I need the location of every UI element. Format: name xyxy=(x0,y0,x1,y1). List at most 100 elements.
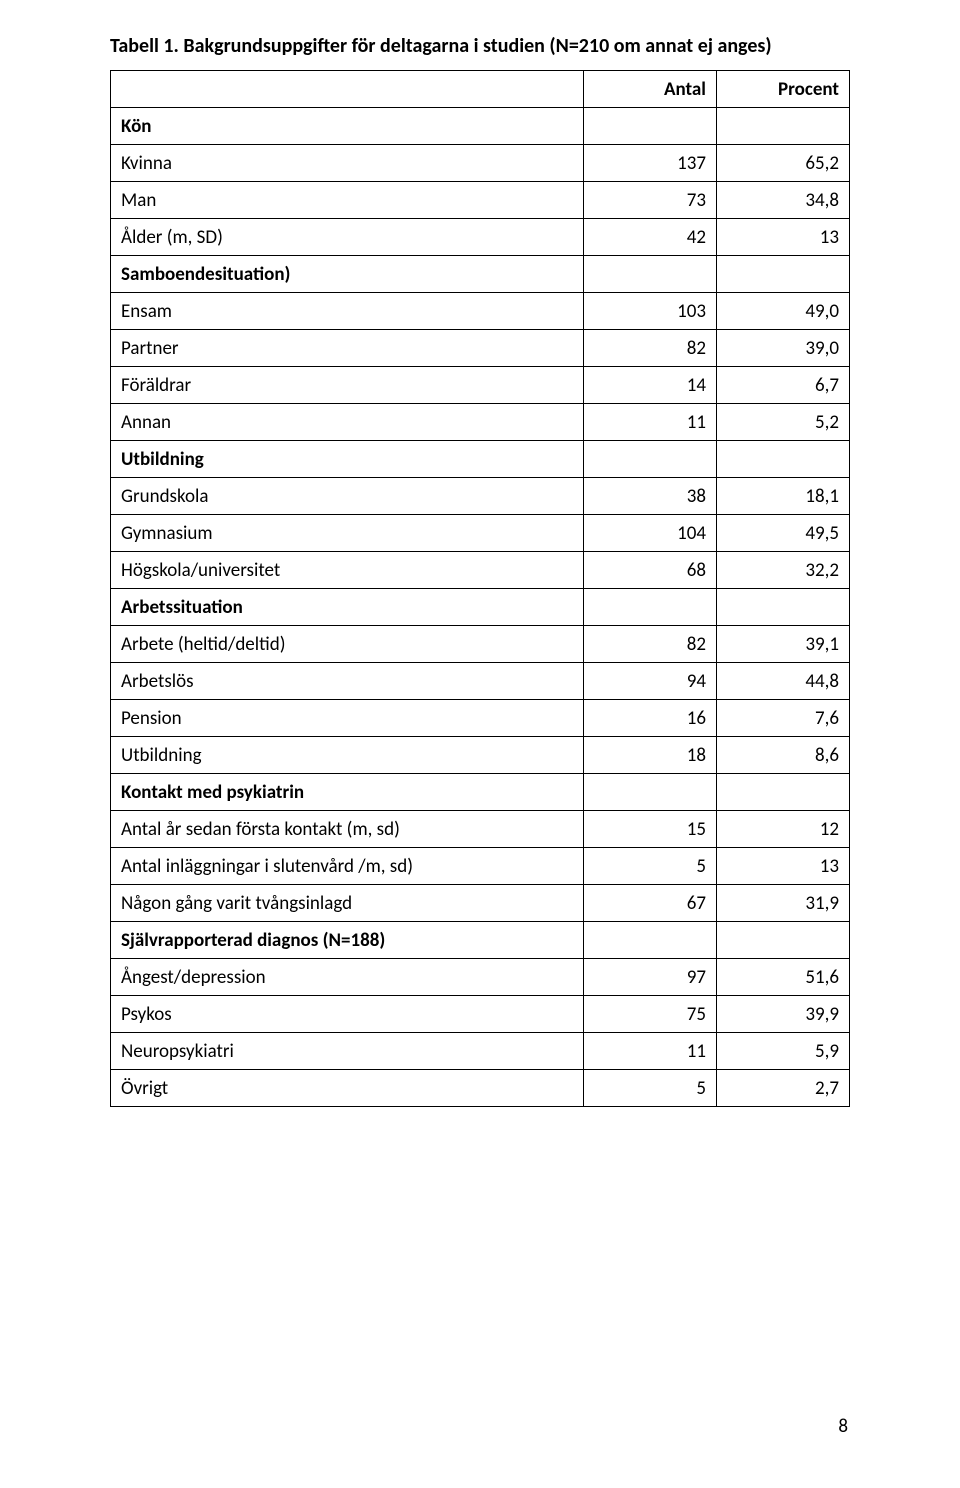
table-row: Ålder (m, SD)4213 xyxy=(111,219,850,256)
row-label: Någon gång varit tvångsinlagd xyxy=(111,885,584,922)
row-value-antal: 137 xyxy=(583,145,716,182)
row-value-procent: 8,6 xyxy=(716,737,849,774)
row-value-procent: 51,6 xyxy=(716,959,849,996)
row-value-antal: 11 xyxy=(583,404,716,441)
row-label: Arbetssituation xyxy=(111,589,584,626)
page-number: 8 xyxy=(838,1415,848,1438)
table-row: Arbete (heltid/deltid)8239,1 xyxy=(111,626,850,663)
row-value-procent: 39,1 xyxy=(716,626,849,663)
table-row: Kvinna13765,2 xyxy=(111,145,850,182)
row-label: Arbete (heltid/deltid) xyxy=(111,626,584,663)
row-value-procent: 39,0 xyxy=(716,330,849,367)
table-row: Antal år sedan första kontakt (m, sd)151… xyxy=(111,811,850,848)
row-value-antal: 42 xyxy=(583,219,716,256)
row-value-antal: 75 xyxy=(583,996,716,1033)
table-row: Kontakt med psykiatrin xyxy=(111,774,850,811)
table-header-row: Antal Procent xyxy=(111,71,850,108)
row-value-procent: 32,2 xyxy=(716,552,849,589)
table-row: Ångest/depression9751,6 xyxy=(111,959,850,996)
table-row: Samboendesituation) xyxy=(111,256,850,293)
row-value-procent xyxy=(716,108,849,145)
row-label: Man xyxy=(111,182,584,219)
row-value-procent: 34,8 xyxy=(716,182,849,219)
row-value-procent: 44,8 xyxy=(716,663,849,700)
row-value-antal xyxy=(583,441,716,478)
row-label: Antal år sedan första kontakt (m, sd) xyxy=(111,811,584,848)
row-value-antal: 18 xyxy=(583,737,716,774)
row-label: Pension xyxy=(111,700,584,737)
row-value-procent: 39,9 xyxy=(716,996,849,1033)
row-label: Gymnasium xyxy=(111,515,584,552)
table-title: Tabell 1. Bakgrundsuppgifter för deltaga… xyxy=(110,34,850,58)
header-cell-procent: Procent xyxy=(716,71,849,108)
row-value-antal: 82 xyxy=(583,626,716,663)
row-value-antal: 14 xyxy=(583,367,716,404)
table-row: Självrapporterad diagnos (N=188) xyxy=(111,922,850,959)
table-row: Antal inläggningar i slutenvård /m, sd)5… xyxy=(111,848,850,885)
row-value-antal: 11 xyxy=(583,1033,716,1070)
row-label: Psykos xyxy=(111,996,584,1033)
row-value-procent xyxy=(716,256,849,293)
row-value-antal: 94 xyxy=(583,663,716,700)
row-label: Grundskola xyxy=(111,478,584,515)
row-value-procent: 49,0 xyxy=(716,293,849,330)
row-value-procent: 18,1 xyxy=(716,478,849,515)
row-label: Självrapporterad diagnos (N=188) xyxy=(111,922,584,959)
row-value-procent: 13 xyxy=(716,848,849,885)
table-row: Neuropsykiatri115,9 xyxy=(111,1033,850,1070)
row-value-antal: 73 xyxy=(583,182,716,219)
row-label: Partner xyxy=(111,330,584,367)
table-row: Pension167,6 xyxy=(111,700,850,737)
table-row: Kön xyxy=(111,108,850,145)
row-value-procent: 65,2 xyxy=(716,145,849,182)
table-row: Utbildning188,6 xyxy=(111,737,850,774)
header-cell-antal: Antal xyxy=(583,71,716,108)
header-cell-blank xyxy=(111,71,584,108)
table-row: Övrigt52,7 xyxy=(111,1070,850,1107)
row-value-procent: 49,5 xyxy=(716,515,849,552)
table-row: Grundskola3818,1 xyxy=(111,478,850,515)
table-row: Man7334,8 xyxy=(111,182,850,219)
row-label: Kontakt med psykiatrin xyxy=(111,774,584,811)
row-label: Neuropsykiatri xyxy=(111,1033,584,1070)
table-row: Ensam10349,0 xyxy=(111,293,850,330)
row-label: Annan xyxy=(111,404,584,441)
row-value-antal: 82 xyxy=(583,330,716,367)
table-row: Gymnasium10449,5 xyxy=(111,515,850,552)
row-label: Utbildning xyxy=(111,441,584,478)
row-value-antal xyxy=(583,922,716,959)
row-value-procent: 12 xyxy=(716,811,849,848)
table-row: Någon gång varit tvångsinlagd6731,9 xyxy=(111,885,850,922)
row-label: Antal inläggningar i slutenvård /m, sd) xyxy=(111,848,584,885)
row-label: Kön xyxy=(111,108,584,145)
row-value-antal: 103 xyxy=(583,293,716,330)
table-row: Utbildning xyxy=(111,441,850,478)
row-value-antal: 67 xyxy=(583,885,716,922)
background-table: Antal Procent KönKvinna13765,2Man7334,8Å… xyxy=(110,70,850,1107)
row-value-antal: 68 xyxy=(583,552,716,589)
row-value-antal: 15 xyxy=(583,811,716,848)
row-value-antal: 38 xyxy=(583,478,716,515)
row-label: Arbetslös xyxy=(111,663,584,700)
row-value-antal: 16 xyxy=(583,700,716,737)
row-label: Utbildning xyxy=(111,737,584,774)
table-row: Föräldrar146,7 xyxy=(111,367,850,404)
row-label: Föräldrar xyxy=(111,367,584,404)
row-value-procent xyxy=(716,441,849,478)
row-value-antal xyxy=(583,256,716,293)
row-label: Ålder (m, SD) xyxy=(111,219,584,256)
row-value-antal: 5 xyxy=(583,848,716,885)
row-value-antal: 5 xyxy=(583,1070,716,1107)
row-label: Kvinna xyxy=(111,145,584,182)
row-label: Ångest/depression xyxy=(111,959,584,996)
row-value-antal xyxy=(583,589,716,626)
table-row: Partner8239,0 xyxy=(111,330,850,367)
row-label: Högskola/universitet xyxy=(111,552,584,589)
row-value-antal: 104 xyxy=(583,515,716,552)
table-row: Arbetssituation xyxy=(111,589,850,626)
row-value-procent: 7,6 xyxy=(716,700,849,737)
row-value-antal: 97 xyxy=(583,959,716,996)
table-row: Annan115,2 xyxy=(111,404,850,441)
row-value-procent: 13 xyxy=(716,219,849,256)
row-value-procent xyxy=(716,922,849,959)
